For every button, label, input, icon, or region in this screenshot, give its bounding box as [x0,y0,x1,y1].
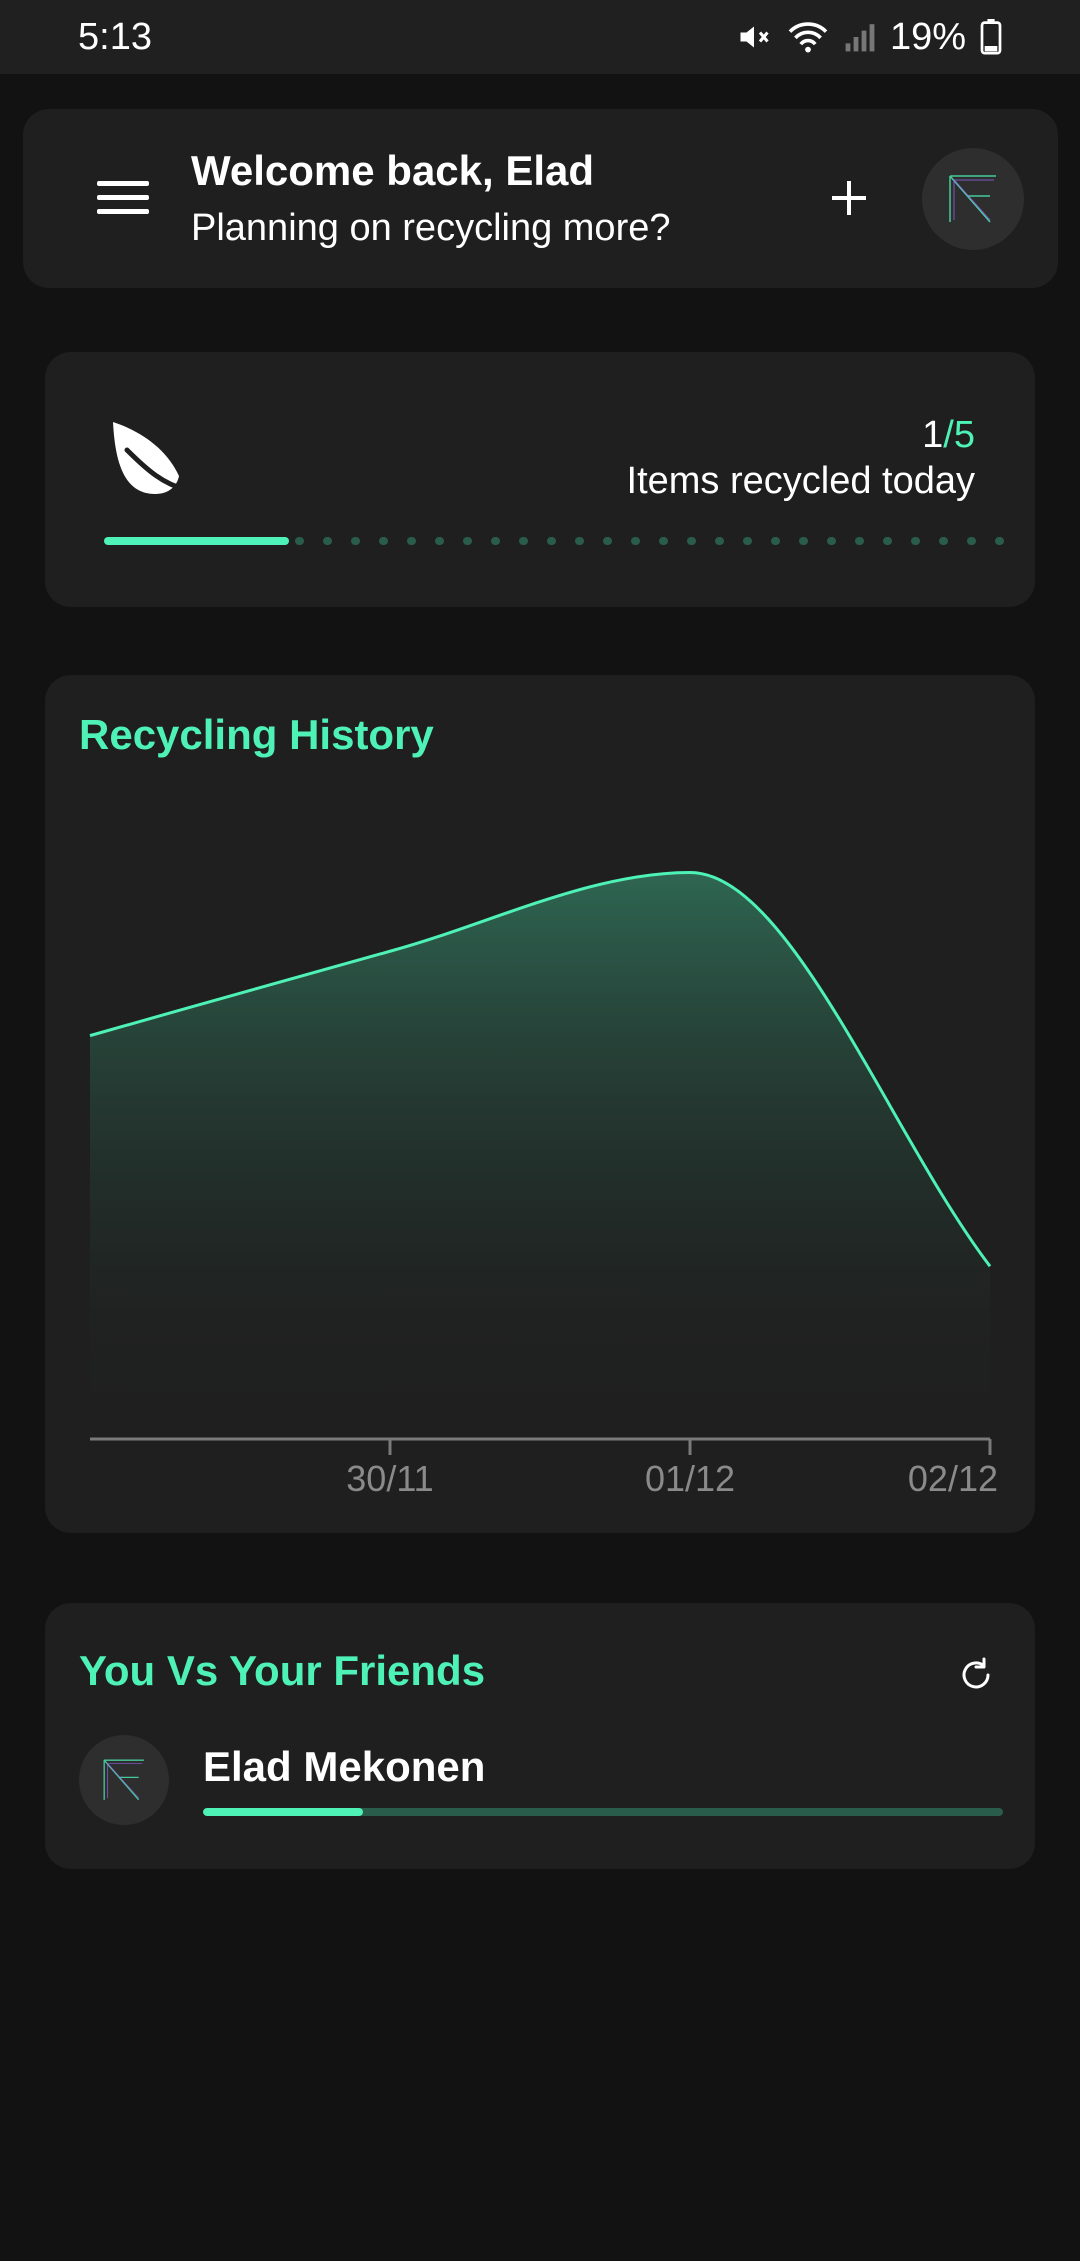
x-tick-label: 30/11 [346,1458,433,1499]
avatar-logo-icon [944,170,1002,228]
history-area [90,873,990,1436]
leaf-icon [105,420,189,504]
x-tick-label: 01/12 [645,1458,735,1499]
goal-count: 1/5 [922,414,975,457]
goal-progress-bar [103,536,1015,546]
friend-avatar[interactable] [79,1735,169,1825]
goal-separator: / [943,414,954,456]
battery-icon [980,19,1002,55]
daily-goal-card: 1/5 Items recycled today [45,352,1035,607]
refresh-button[interactable] [956,1655,996,1695]
welcome-title: Welcome back, Elad [191,147,594,195]
mute-icon [736,19,772,55]
recycling-history-chart: 30/11 01/12 02/12 [45,675,1035,1533]
avatar[interactable] [922,148,1024,250]
battery-text: 19% [890,16,966,59]
menu-icon[interactable] [97,171,149,223]
status-bar: 5:13 19% [0,0,1080,74]
add-button[interactable] [822,171,876,225]
welcome-subtitle: Planning on recycling more? [191,207,671,250]
x-tick-label: 02/12 [908,1458,998,1499]
plus-icon [822,171,876,225]
signal-icon [844,20,876,54]
chart-title: Recycling History [79,711,434,759]
friends-card: You Vs Your Friends Elad Mekonen [45,1603,1035,1869]
friend-name: Elad Mekonen [203,1743,485,1791]
friend-progress-fill [203,1808,363,1816]
friend-avatar-logo-icon [99,1755,149,1805]
status-icons: 19% [736,16,1002,59]
goal-total: 5 [954,414,975,456]
refresh-icon [956,1655,996,1695]
recycling-history-card: 30/11 01/12 02/12 Recycling History [45,675,1035,1533]
header-card: Welcome back, Elad Planning on recycling… [23,109,1058,288]
wifi-icon [786,19,830,55]
friend-progress-bar [203,1808,1003,1816]
goal-label: Items recycled today [627,460,975,503]
goal-current: 1 [922,414,943,456]
status-time: 5:13 [78,16,152,59]
friends-title: You Vs Your Friends [79,1647,485,1695]
